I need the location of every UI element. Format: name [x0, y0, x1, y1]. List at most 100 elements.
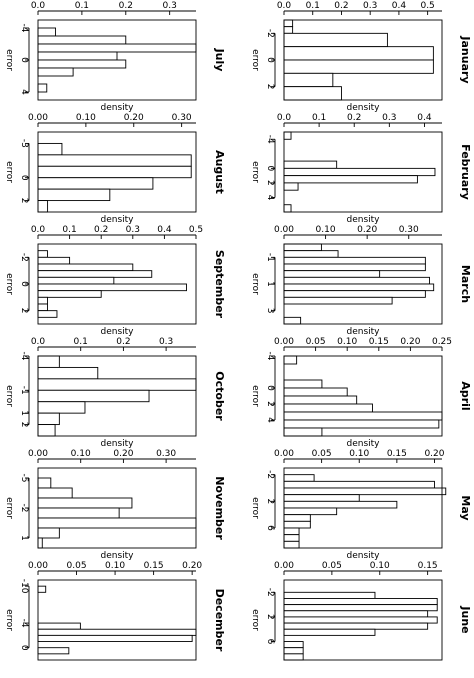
- histogram-bar: [37, 412, 60, 426]
- error-tick-label: 2: [19, 308, 29, 314]
- histogram-bar: [37, 424, 56, 437]
- density-tick-label: 0.3: [126, 225, 140, 235]
- panel-title: December: [213, 589, 226, 652]
- histogram-bar: [37, 366, 99, 380]
- error-tick-label: 0: [265, 385, 275, 391]
- histogram-bar: [283, 427, 323, 437]
- error-axis-label: error: [250, 609, 260, 631]
- histogram-bar: [283, 604, 438, 612]
- histogram-bar: [37, 177, 154, 190]
- histogram-bar: [37, 585, 47, 593]
- histogram-bar: [283, 26, 294, 34]
- plot-frame: [283, 467, 443, 549]
- density-tick-label: 0.3: [382, 113, 396, 123]
- histogram-bar: [283, 474, 315, 482]
- density-tick-label: 0.20: [124, 113, 144, 123]
- histogram-bar: [37, 507, 120, 519]
- density-tick-label: 0.10: [76, 113, 96, 123]
- error-tick-label: 2: [19, 198, 29, 204]
- error-tick-label: -2: [265, 29, 275, 38]
- panel-title: March: [459, 265, 472, 303]
- histogram-bar: [283, 494, 360, 502]
- density-tick-label: 0.2: [119, 1, 133, 11]
- panel-title: January: [459, 35, 472, 83]
- error-axis-label: error: [4, 385, 14, 407]
- histogram-bar: [37, 296, 48, 305]
- density-axis-label: density: [101, 551, 135, 561]
- density-tick-label: 0.05: [322, 561, 342, 571]
- density-tick-label: 0.0: [31, 1, 46, 11]
- panel-january: 0.0 0.1 0.2 0.3 0.4 0.5 density -2 0 2 error Januar…: [250, 0, 472, 101]
- histogram-bar: [283, 72, 334, 88]
- error-tick-label: -2: [19, 504, 29, 513]
- error-tick-label: -3: [19, 139, 29, 148]
- error-axis-label: error: [4, 161, 14, 183]
- density-axis-label: density: [347, 439, 381, 449]
- density-tick-label: 0.00: [28, 449, 48, 459]
- density-tick-label: 0.15: [387, 449, 407, 459]
- histogram-bar: [283, 419, 440, 429]
- histogram-bar: [283, 395, 358, 405]
- panel-title: September: [213, 250, 226, 319]
- error-tick-label: -1: [265, 253, 275, 262]
- density-tick-label: 0.15: [144, 561, 164, 571]
- histogram-bar: [283, 167, 436, 177]
- error-tick-label: -4: [265, 352, 275, 361]
- error-tick-label: 2: [265, 401, 275, 407]
- histogram-bar: [283, 283, 435, 292]
- error-tick-label: 4: [19, 89, 29, 95]
- panel-title: July: [213, 48, 226, 72]
- histogram-bar: [283, 480, 435, 489]
- histogram-bar: [37, 389, 150, 403]
- histogram-bar: [283, 296, 393, 305]
- histogram-bar: [283, 540, 300, 549]
- panel-november: 0.00 0.10 0.20 0.30 density -5 -2 1 error Novembe…: [4, 439, 226, 549]
- histogram-bar: [37, 67, 74, 77]
- density-tick-label: 0.00: [274, 561, 294, 571]
- density-tick-label: 0.0: [277, 113, 292, 123]
- histogram-bar: [37, 283, 187, 292]
- error-tick-label: 1: [19, 410, 29, 416]
- panel-title: February: [459, 144, 472, 200]
- plot-frame: [283, 19, 443, 101]
- density-axis-label: density: [101, 215, 135, 225]
- panel-july: 0.0 0.1 0.2 0.3 density -4 0 4 error July: [4, 0, 226, 101]
- density-tick-label: 0.5: [420, 1, 434, 11]
- histogram-bar: [37, 355, 60, 368]
- histogram-bar: [37, 477, 52, 489]
- error-axis-label: error: [250, 161, 260, 183]
- histogram-bar: [37, 303, 48, 312]
- density-tick-label: 0.30: [156, 449, 176, 459]
- histogram-bar: [283, 647, 304, 655]
- histogram-bar: [37, 188, 111, 202]
- density-tick-label: 0.10: [71, 449, 91, 459]
- density-tick-label: 0.1: [306, 1, 320, 11]
- error-tick-label: 2: [19, 422, 29, 428]
- panel-october: 0.0 0.1 0.2 0.3 density -4 -1 1 2 error October: [4, 327, 226, 437]
- density-axis-label: density: [101, 327, 135, 337]
- plot-frame: [283, 355, 443, 437]
- error-axis-label: error: [4, 497, 14, 519]
- panel-march: 0.00 0.10 0.20 0.30 density -1 1 3 error March: [250, 215, 472, 325]
- density-axis-label: density: [347, 0, 381, 1]
- plot-frame: [37, 243, 197, 325]
- density-axis-label: density: [347, 551, 381, 561]
- error-tick-label: 0: [19, 57, 29, 63]
- histogram-bar: [37, 35, 127, 45]
- density-tick-label: 0.0: [31, 337, 46, 347]
- histogram-bar: [283, 403, 373, 413]
- histogram-bar: [37, 290, 102, 298]
- histogram-bar: [283, 175, 418, 184]
- density-tick-label: 0.4: [392, 1, 407, 11]
- density-tick-label: 0.05: [312, 449, 332, 459]
- error-tick-label: 0: [265, 165, 275, 171]
- panel-august: 0.00 0.10 0.20 0.30 density -3 0 2 error August: [4, 103, 226, 213]
- error-tick-label: 4: [265, 195, 275, 201]
- error-tick-label: -5: [19, 474, 29, 483]
- plot-frame: [37, 467, 197, 549]
- density-tick-label: 0.15: [369, 337, 389, 347]
- histogram-bar: [37, 83, 48, 93]
- density-tick-label: 0.0: [277, 1, 292, 11]
- density-tick-label: 0.00: [28, 561, 48, 571]
- error-tick-label: 2: [265, 614, 275, 620]
